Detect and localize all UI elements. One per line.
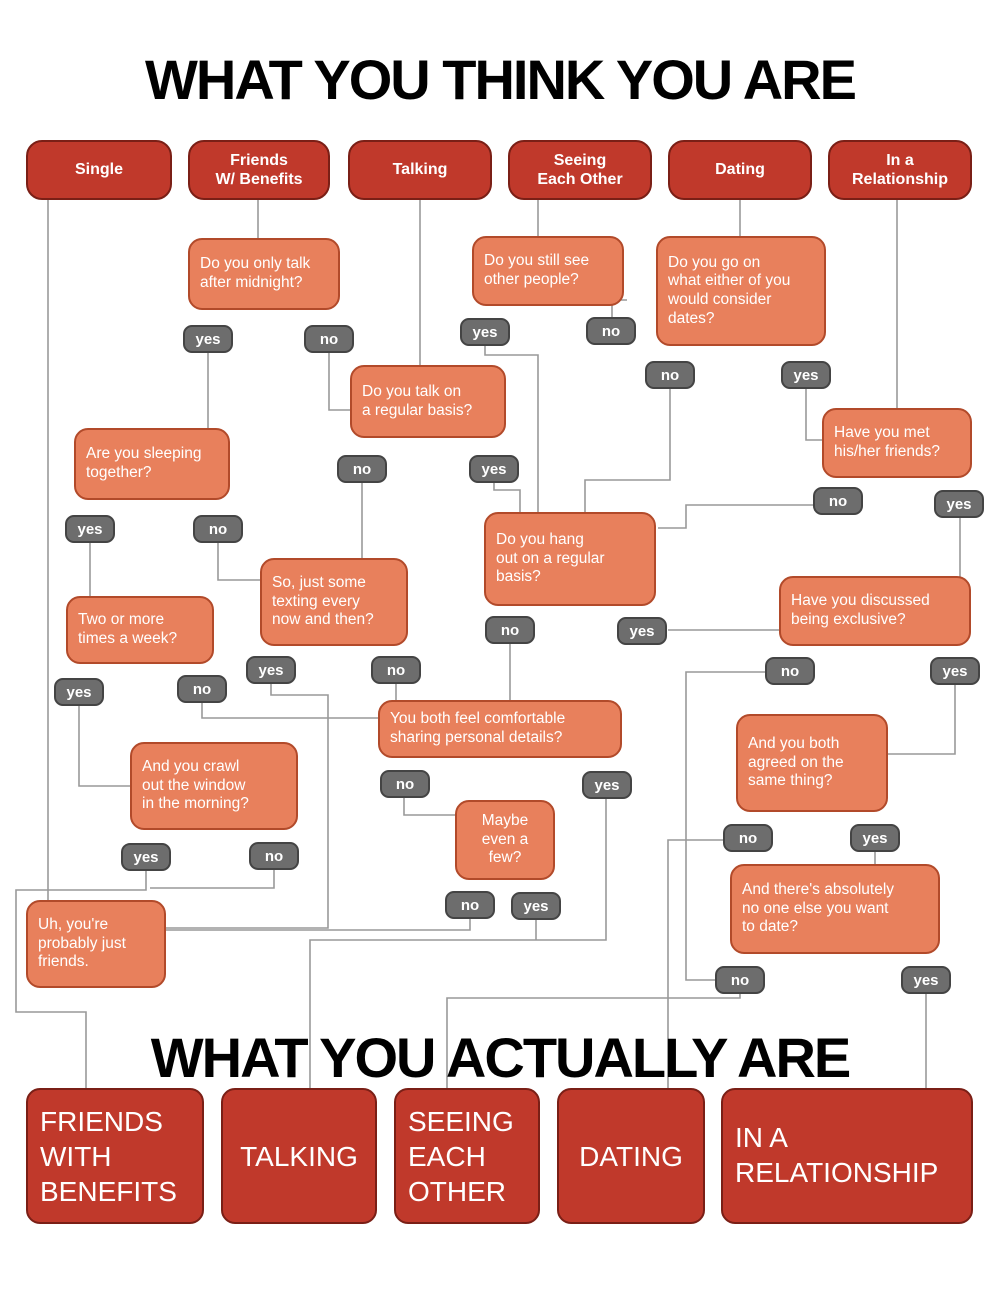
question-sharing-personal-details: You both feel comfortable sharing person… bbox=[378, 700, 622, 758]
category-friends-with-benefits: Friends W/ Benefits bbox=[188, 140, 330, 200]
answer-no: no bbox=[337, 455, 387, 483]
question-sleeping-together: Are you sleeping together? bbox=[74, 428, 230, 500]
answer-no: no bbox=[380, 770, 430, 798]
answer-yes: yes bbox=[246, 656, 296, 684]
question-go-on-dates: Do you go on what either of you would co… bbox=[656, 236, 826, 346]
question-still-see-other-people: Do you still see other people? bbox=[472, 236, 624, 306]
question-crawl-out-window: And you crawl out the window in the morn… bbox=[130, 742, 298, 830]
answer-yes: yes bbox=[121, 843, 171, 871]
category-dating: Dating bbox=[668, 140, 812, 200]
answer-no: no bbox=[765, 657, 815, 685]
category-talking: Talking bbox=[348, 140, 492, 200]
answer-yes: yes bbox=[511, 892, 561, 920]
result-dating: DATING bbox=[557, 1088, 705, 1224]
answer-yes: yes bbox=[781, 361, 831, 389]
title-what-you-actually-are: WHAT YOU ACTUALLY ARE bbox=[150, 1026, 851, 1089]
result-probably-just-friends: Uh, you're probably just friends. bbox=[26, 900, 166, 988]
category-single: Single bbox=[26, 140, 172, 200]
answer-no: no bbox=[371, 656, 421, 684]
answer-no: no bbox=[645, 361, 695, 389]
question-talk-after-midnight: Do you only talk after midnight? bbox=[188, 238, 340, 310]
answer-no: no bbox=[177, 675, 227, 703]
answer-yes: yes bbox=[930, 657, 980, 685]
result-seeing-each-other: SEEING EACH OTHER bbox=[394, 1088, 540, 1224]
answer-no: no bbox=[715, 966, 765, 994]
answer-no: no bbox=[249, 842, 299, 870]
question-talk-regular-basis: Do you talk on a regular basis? bbox=[350, 365, 506, 438]
question-hang-out-regular: Do you hang out on a regular basis? bbox=[484, 512, 656, 606]
result-friends-with-benefits: FRIENDS WITH BENEFITS bbox=[26, 1088, 204, 1224]
answer-yes: yes bbox=[582, 771, 632, 799]
answer-no: no bbox=[485, 616, 535, 644]
answer-yes: yes bbox=[54, 678, 104, 706]
result-in-a-relationship: IN A RELATIONSHIP bbox=[721, 1088, 973, 1224]
answer-yes: yes bbox=[469, 455, 519, 483]
answer-no: no bbox=[586, 317, 636, 345]
result-talking: TALKING bbox=[221, 1088, 377, 1224]
answer-yes: yes bbox=[183, 325, 233, 353]
answer-yes: yes bbox=[934, 490, 984, 518]
question-no-one-else: And there's absolutely no one else you w… bbox=[730, 864, 940, 954]
question-discussed-exclusive: Have you discussed being exclusive? bbox=[779, 576, 971, 646]
category-seeing-each-other: Seeing Each Other bbox=[508, 140, 652, 200]
answer-no: no bbox=[723, 824, 773, 852]
answer-yes: yes bbox=[65, 515, 115, 543]
answer-no: no bbox=[304, 325, 354, 353]
answer-yes: yes bbox=[901, 966, 951, 994]
answer-yes: yes bbox=[850, 824, 900, 852]
answer-no: no bbox=[445, 891, 495, 919]
answer-no: no bbox=[193, 515, 243, 543]
question-two-or-more-times: Two or more times a week? bbox=[66, 596, 214, 664]
answer-no: no bbox=[813, 487, 863, 515]
title-what-you-think: WHAT YOU THINK YOU ARE bbox=[145, 48, 857, 111]
answer-yes: yes bbox=[460, 318, 510, 346]
question-met-friends: Have you met his/her friends? bbox=[822, 408, 972, 478]
question-maybe-even-a-few: Maybe even a few? bbox=[455, 800, 555, 880]
question-just-texting: So, just some texting every now and then… bbox=[260, 558, 408, 646]
category-in-a-relationship: In a Relationship bbox=[828, 140, 972, 200]
answer-yes: yes bbox=[617, 617, 667, 645]
question-agreed-same-thing: And you both agreed on the same thing? bbox=[736, 714, 888, 812]
